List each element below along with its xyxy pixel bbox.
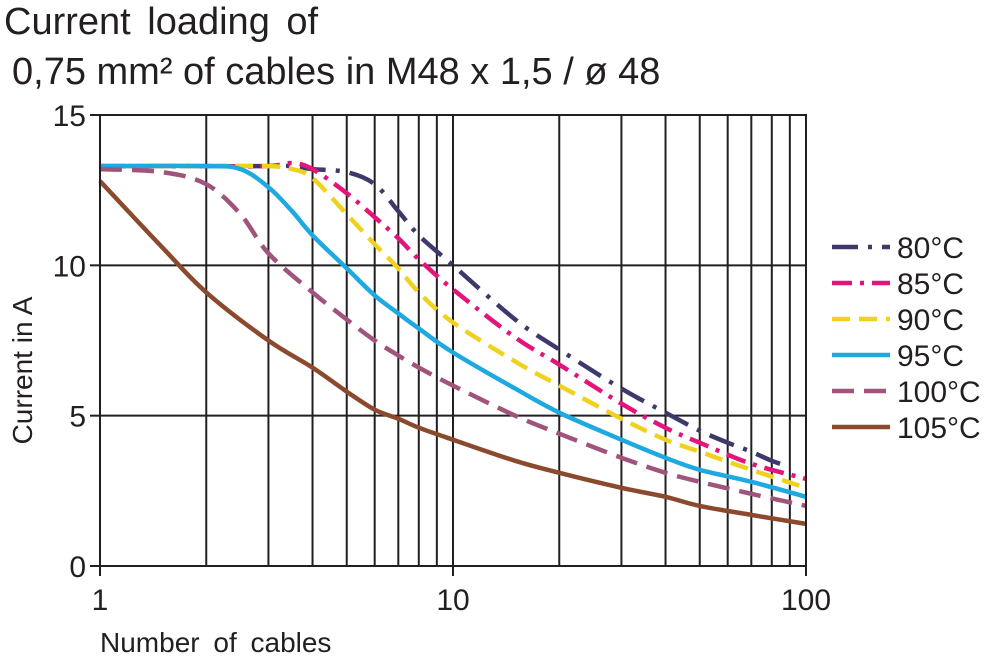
chart-title-line-1: Current loading of bbox=[4, 1, 319, 43]
series-line-105-c bbox=[98, 179, 807, 527]
x-tick-label: 1 bbox=[92, 584, 109, 617]
series-line-100-c bbox=[99, 166, 807, 509]
axis-ticks: 0 5 10 15 1 10 100 bbox=[53, 100, 831, 617]
legend-label-90-c: 90°C bbox=[897, 304, 964, 337]
x-tick-label: 10 bbox=[436, 584, 469, 617]
legend-label-85-c: 85°C bbox=[897, 268, 964, 301]
y-tick-label: 15 bbox=[53, 100, 86, 133]
x-axis-label: Number of cables bbox=[100, 627, 331, 658]
legend-label-100-c: 100°C bbox=[897, 376, 981, 409]
series-lines bbox=[98, 160, 807, 527]
legend-label-95-c: 95°C bbox=[897, 340, 964, 373]
y-axis-label: Current in A bbox=[7, 296, 38, 444]
y-tick-label: 10 bbox=[53, 250, 86, 283]
x-tick-label: 100 bbox=[781, 584, 831, 617]
legend-label-105-c: 105°C bbox=[897, 412, 981, 445]
series-line-80-c bbox=[100, 163, 791, 469]
legend-label-80-c: 80°C bbox=[897, 232, 964, 265]
y-tick-label: 5 bbox=[69, 401, 86, 434]
chart-title-line-2: 0,75 mm² of cables in M48 x 1,5 / ø 48 bbox=[12, 51, 661, 93]
series-line-95-c bbox=[99, 163, 807, 499]
y-tick-label: 0 bbox=[69, 551, 86, 584]
